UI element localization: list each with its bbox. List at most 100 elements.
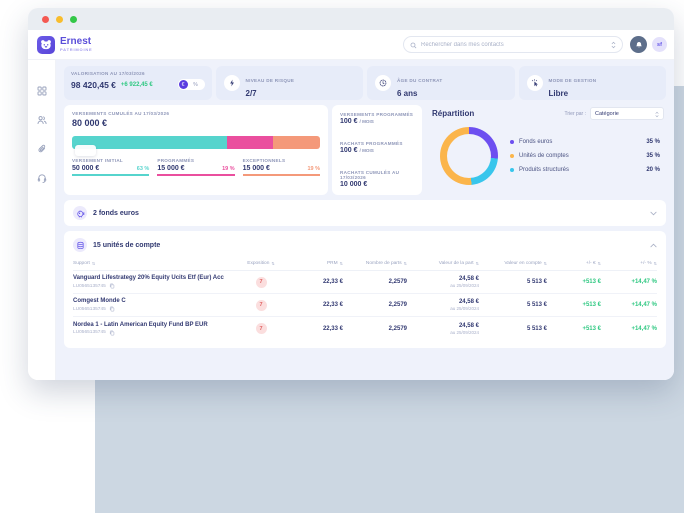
fund-name: Vanguard Lifestrategy 20% Equity Ucits E… (73, 275, 224, 281)
column-header-delta-eur[interactable]: +/- € (547, 261, 601, 266)
table-row[interactable]: Vanguard Lifestrategy 20% Equity Ucits E… (73, 271, 657, 294)
notifications-button[interactable] (630, 36, 647, 53)
delta-eur-value: +513 € (582, 325, 601, 332)
main-content: VALORISATION AU 17/03/2026 98 420,45 € +… (56, 60, 674, 380)
stepper-icon (655, 105, 659, 123)
valeur-part-date: au 25/09/2024 (450, 329, 479, 335)
kpi-risque: NIVEAU DE RISQUE 2/7 (215, 66, 363, 100)
stat-value: 15 000 € (242, 165, 270, 172)
legend-dot (510, 140, 514, 144)
paperclip-icon (37, 142, 47, 157)
toggle-euro-option[interactable]: € (178, 80, 188, 89)
unites-de-compte-header[interactable]: 15 unités de compte (73, 238, 657, 252)
column-header-prm[interactable]: PRM (287, 261, 343, 266)
column-header-valeur-part[interactable]: Valeur de la part (407, 261, 479, 266)
column-header-exposition[interactable]: Exposition (235, 261, 287, 266)
coins-icon (73, 238, 87, 252)
bell-icon (635, 37, 643, 52)
window-minimize-button[interactable] (56, 15, 63, 23)
stat-percent: 19 % (222, 166, 235, 172)
sort-by-select[interactable]: Catégorie (590, 107, 664, 120)
window-close-button[interactable] (42, 15, 49, 23)
sort-by-value: Catégorie (595, 110, 619, 117)
legend-item: Produits structurés 20 % (510, 167, 660, 173)
piggy-bank-icon (73, 206, 87, 220)
headset-icon (37, 171, 47, 186)
brand-name: Ernest (60, 36, 92, 47)
parts-value: 2,2579 (388, 325, 407, 332)
app-window: Ernest PATRIMOINE sf (28, 8, 674, 380)
flux-versements-programmes: VERSEMENTS PROGRAMMÉS 100 € / MOIS (340, 112, 414, 125)
bar-segment (273, 136, 320, 149)
delta-pct-value: +14,47 % (631, 302, 657, 308)
delta-eur-value: +513 € (582, 279, 601, 285)
users-icon (37, 113, 47, 128)
stat-versement-initial: VERSEMENT INITIAL 50 000 € 63 % (72, 158, 150, 176)
stat-percent: 63 % (136, 166, 150, 172)
window-zoom-button[interactable] (70, 15, 77, 23)
valeur-compte-value: 5 513 € (526, 302, 547, 308)
valeur-part-cell: 24,58 € au 25/09/2024 (407, 299, 479, 311)
prm-value: 22,33 € (322, 325, 343, 332)
parts-value: 2,2579 (388, 279, 407, 285)
sidebar-item-documents[interactable] (35, 142, 49, 154)
kpi-label: MODE DE GESTION (548, 77, 597, 83)
bar-segment (226, 136, 274, 149)
copy-icon[interactable] (109, 306, 115, 312)
valorisation-value: 98 420,45 € (71, 79, 116, 90)
copy-icon[interactable] (109, 283, 115, 289)
search-input[interactable] (421, 41, 607, 48)
sidebar-item-support[interactable] (35, 171, 49, 183)
table-header-row: Support Exposition PRM Nombre de parts V… (73, 258, 657, 271)
funds-table: Support Exposition PRM Nombre de parts V… (73, 258, 657, 340)
stat-exceptionnels: EXCEPTIONNELS 15 000 € 19 % (242, 158, 320, 176)
fonds-euros-accordion[interactable]: 2 fonds euros (64, 200, 666, 226)
sidebar-item-contacts[interactable] (35, 113, 49, 125)
risque-value: 2/7 (245, 88, 257, 98)
brand-text: Ernest PATRIMOINE (60, 37, 93, 52)
table-row[interactable]: Nordea 1 - Latin American Equity Fund BP… (73, 317, 657, 340)
repartition-legend: Fonds euros 35 % Unités de comptes 35 % (510, 139, 664, 173)
fund-isin: LU0565135745 (73, 283, 106, 289)
sidebar (28, 60, 56, 380)
delta-pct-value: +14,47 % (631, 279, 657, 285)
stat-value: 50 000 € (72, 165, 100, 172)
legend-dot (510, 154, 514, 158)
table-row[interactable]: Comgest Monde C LU0565135745 7 22,33 € 2… (73, 294, 657, 317)
flux-rachats-programmes: RACHATS PROGRAMMÉS 100 € / MOIS (340, 141, 403, 154)
avatar[interactable]: sf (652, 37, 667, 52)
column-header-support[interactable]: Support (73, 261, 235, 266)
exposition-badge: 7 (255, 276, 267, 288)
column-header-delta-pct[interactable]: +/- % (601, 261, 657, 266)
chevron-up-icon (650, 243, 657, 248)
kpi-label: VALORISATION AU 17/03/2026 (71, 71, 145, 76)
versements-stacked-bar (72, 136, 320, 149)
search-icon (410, 36, 417, 54)
fund-name: Comgest Monde C (73, 298, 126, 304)
sort-icon (92, 261, 95, 266)
search-input-wrapper (403, 36, 623, 53)
bar-hover-marker (75, 145, 96, 156)
parts-value: 2,2579 (388, 302, 407, 308)
app-header: Ernest PATRIMOINE sf (28, 30, 674, 60)
toggle-percent-option[interactable]: % (193, 81, 198, 88)
unites-de-compte-card: 15 unités de compte Support Exposition P… (64, 231, 666, 348)
fund-isin: LU0565135745 (73, 330, 106, 335)
copy-icon[interactable] (109, 330, 115, 336)
window-titlebar (28, 8, 674, 30)
legend-item: Fonds euros 35 % (510, 139, 660, 145)
bar-segment (72, 136, 227, 149)
repartition-title: Répartition (432, 109, 475, 118)
search-scope-stepper-icon[interactable] (611, 36, 616, 54)
valeur-part-date: au 25/09/2024 (450, 283, 479, 288)
fund-isin: LU0565135745 (73, 306, 106, 312)
column-header-valeur-compte[interactable]: Valeur en compte (479, 261, 547, 266)
currency-percent-toggle[interactable]: € % (177, 79, 205, 90)
column-header-parts[interactable]: Nombre de parts (343, 261, 407, 266)
delta-eur-value: +513 € (582, 302, 601, 308)
sort-by-label: Trier par : (564, 110, 586, 117)
flux-rachats-cumules: RACHATS CUMULÉS AU 17/03/2026 10 000 € (340, 170, 400, 188)
fund-name: Nordea 1 - Latin American Equity Fund BP… (73, 321, 208, 328)
brand-logo-icon[interactable] (37, 35, 55, 54)
sidebar-item-dashboard[interactable] (35, 84, 49, 96)
